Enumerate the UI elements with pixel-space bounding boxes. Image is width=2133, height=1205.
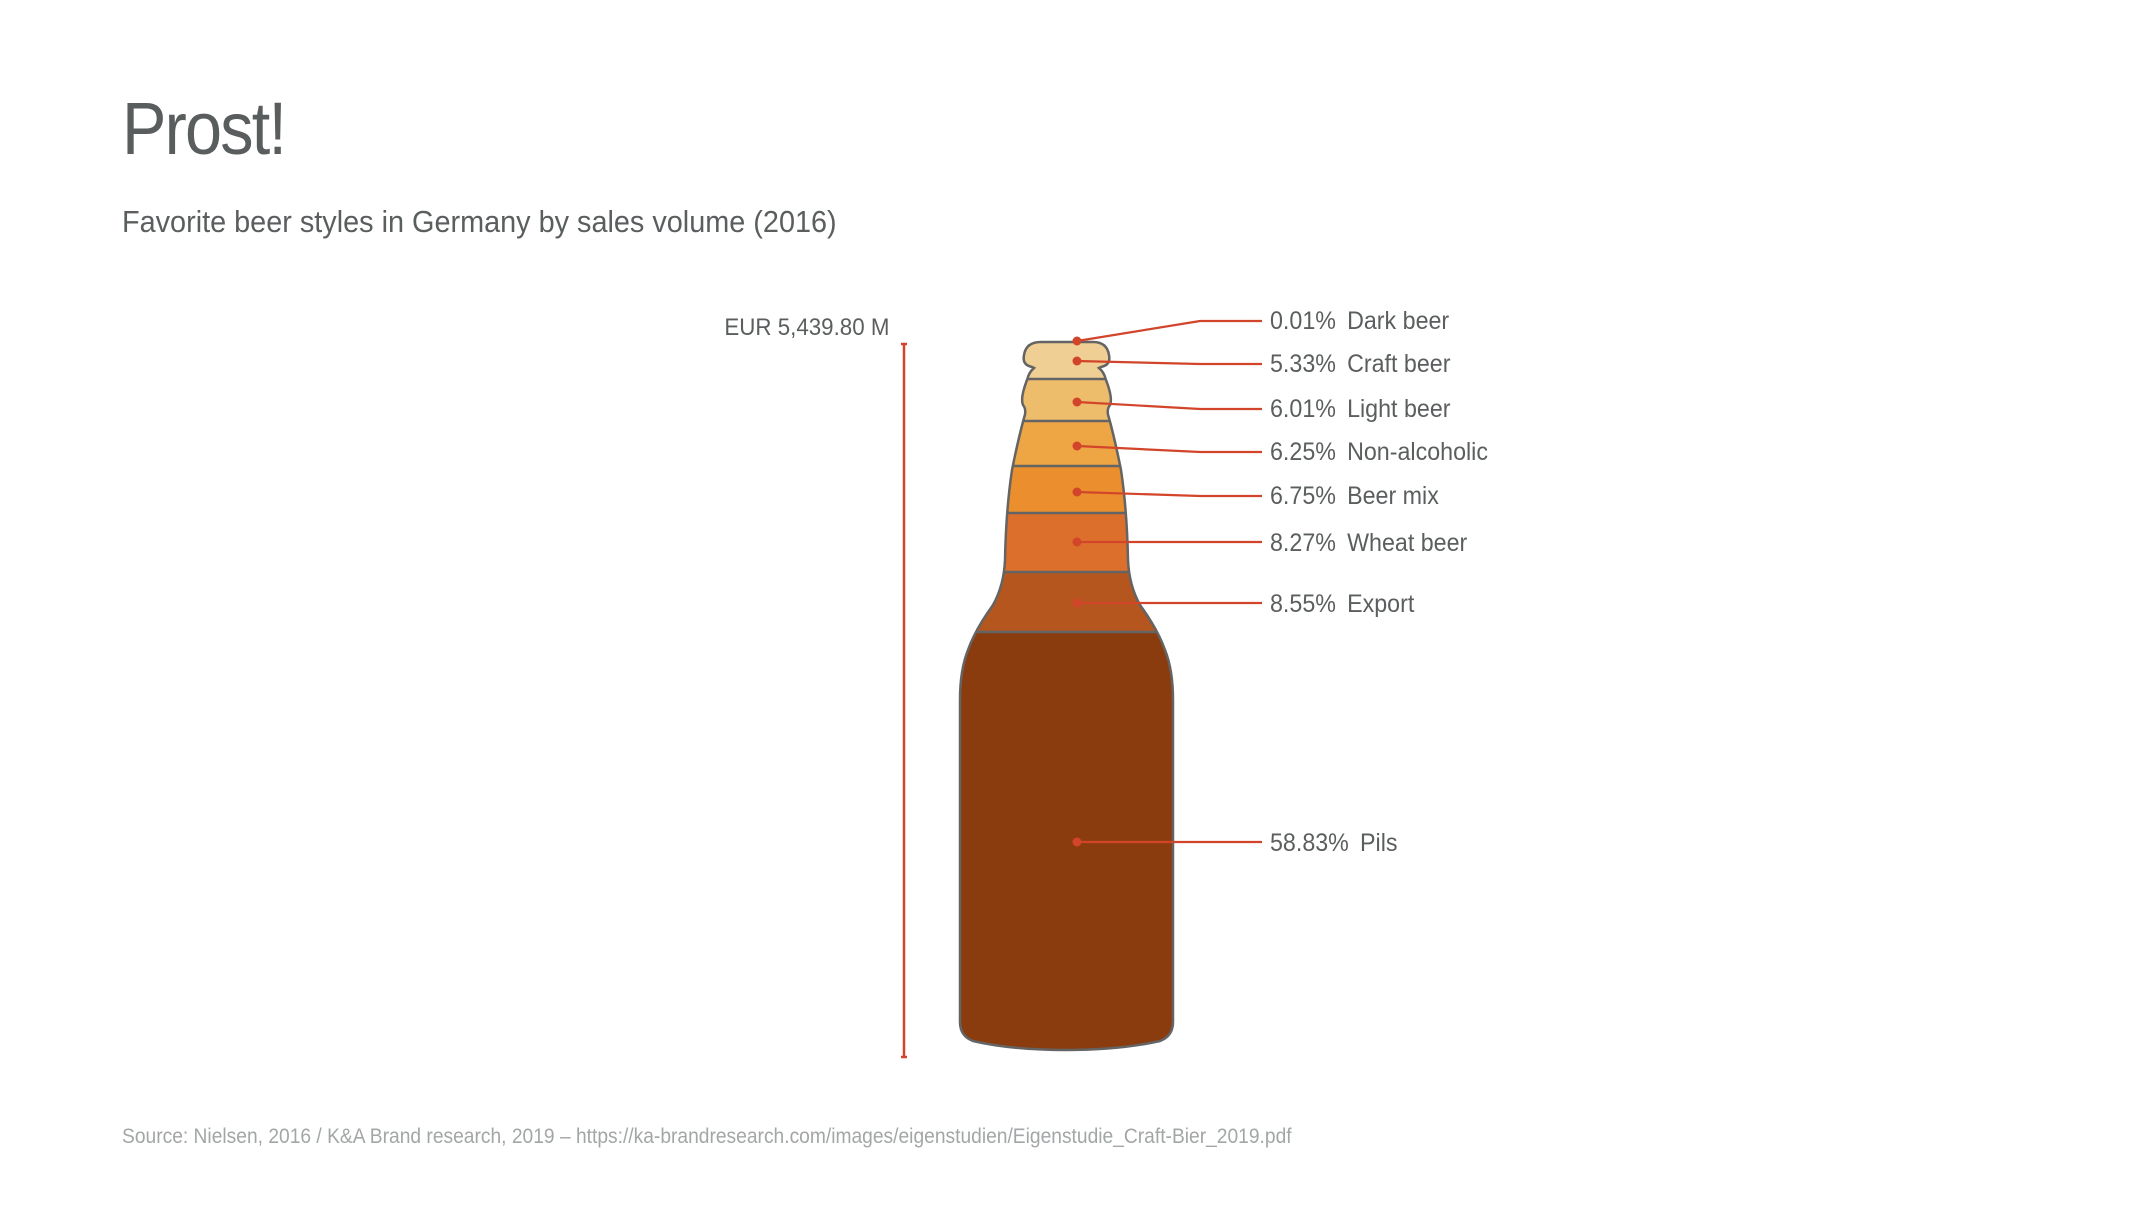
label-name: Dark beer [1347, 307, 1450, 335]
label-light-beer: 6.01% Light beer [1270, 397, 1451, 422]
label-percent: 58.83% [1270, 829, 1349, 857]
label-percent: 6.25% [1270, 438, 1336, 466]
label-name: Craft beer [1347, 350, 1451, 378]
label-export: 8.55% Export [1270, 592, 1414, 617]
dot-light-beer [1072, 397, 1082, 407]
source-footnote: Source: Nielsen, 2016 / K&A Brand resear… [122, 1125, 1292, 1148]
leader-lines [1076, 319, 1262, 844]
label-name: Export [1347, 590, 1415, 618]
label-name: Pils [1360, 829, 1398, 857]
leader-non-alcoholic [1076, 444, 1262, 454]
leader-craft-beer [1076, 359, 1262, 366]
segment-craft-beer [960, 342, 1173, 380]
page-title: Prost! [122, 87, 287, 170]
label-craft-beer: 5.33% Craft beer [1270, 352, 1450, 377]
dot-pils [1072, 837, 1082, 847]
total-scale-line [901, 342, 907, 1059]
label-percent: 6.75% [1270, 482, 1336, 510]
label-beer-mix: 6.75% Beer mix [1270, 484, 1439, 509]
label-percent: 8.55% [1270, 590, 1336, 618]
dot-dark-beer [1072, 336, 1082, 346]
label-percent: 5.33% [1270, 350, 1336, 378]
segment-beer-mix [960, 466, 1173, 514]
segment-light-beer [960, 379, 1173, 422]
label-wheat-beer: 8.27% Wheat beer [1270, 531, 1467, 556]
label-name: Non-alcoholic [1347, 438, 1488, 466]
leader-beer-mix [1076, 490, 1262, 498]
page-subtitle: Favorite beer styles in Germany by sales… [122, 204, 837, 239]
dot-export [1072, 598, 1082, 608]
label-percent: 0.01% [1270, 307, 1336, 335]
leader-dark-beer [1076, 319, 1262, 343]
bottle-fill-segments [960, 342, 1173, 1050]
dot-craft-beer [1072, 356, 1082, 366]
label-percent: 8.27% [1270, 529, 1336, 557]
label-dark-beer: 0.01% Dark beer [1270, 309, 1449, 334]
label-non-alcoholic: 6.25% Non-alcoholic [1270, 440, 1488, 465]
segment-non-alcoholic [960, 421, 1173, 467]
label-name: Light beer [1347, 395, 1451, 423]
total-value-label: EUR 5,439.80 M [723, 314, 889, 341]
bottle-outline [958, 340, 1175, 1052]
dot-non-alcoholic [1072, 441, 1082, 451]
segment-dots [1072, 336, 1082, 847]
dot-wheat-beer [1072, 537, 1082, 547]
segment-pils [960, 632, 1173, 1050]
leader-light-beer [1076, 400, 1262, 411]
label-name: Wheat beer [1347, 529, 1468, 557]
label-pils: 58.83% Pils [1270, 831, 1397, 856]
label-name: Beer mix [1347, 482, 1439, 510]
label-percent: 6.01% [1270, 395, 1336, 423]
dot-beer-mix [1072, 487, 1082, 497]
